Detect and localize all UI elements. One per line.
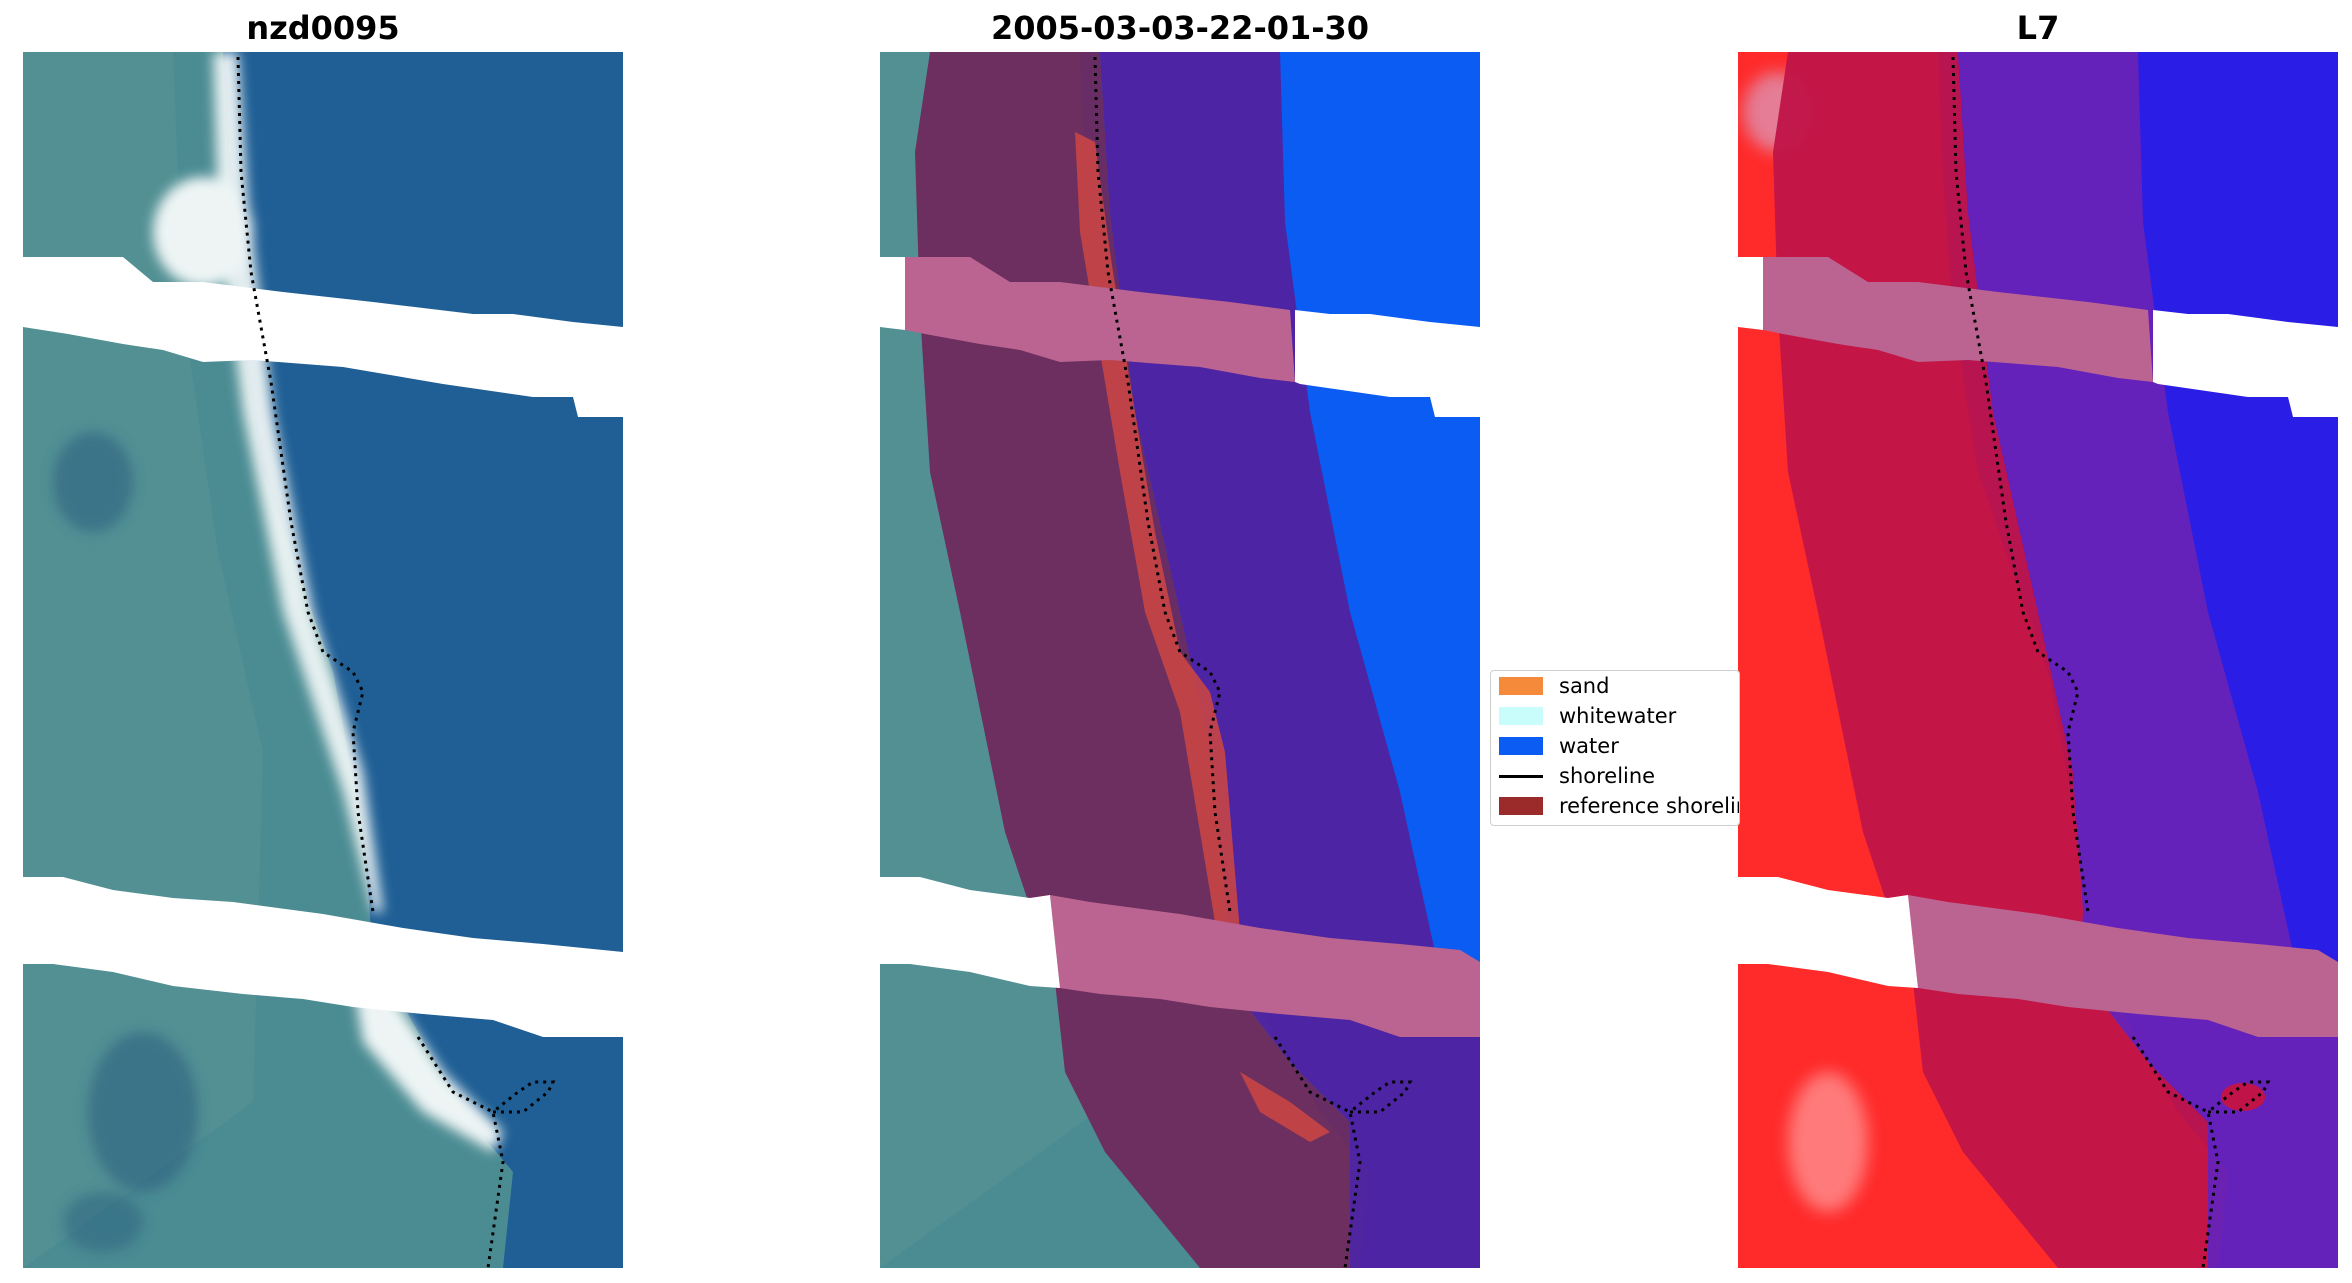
panel-title-classified: 2005-03-03-22-01-30 <box>990 9 1370 47</box>
legend: sand whitewater water shoreline referenc… <box>1490 670 1740 826</box>
legend-item-water: water <box>1499 733 1619 759</box>
shoreline-line-swatch <box>1499 774 1543 778</box>
rgb-satellite-image <box>23 52 623 1268</box>
panel-title-index: L7 <box>2016 9 2060 47</box>
whitewater-swatch <box>1499 707 1543 725</box>
reference-shoreline-swatch <box>1499 797 1543 815</box>
sand-swatch <box>1499 677 1543 695</box>
index-image <box>1738 52 2338 1268</box>
legend-item-sand: sand <box>1499 673 1609 699</box>
legend-item-whitewater: whitewater <box>1499 703 1676 729</box>
legend-label: sand <box>1559 674 1610 698</box>
classified-image <box>880 52 1480 1268</box>
legend-label: water <box>1559 734 1619 758</box>
index-image-panel <box>1738 52 2338 1268</box>
panel-title-rgb: nzd0095 <box>246 9 400 47</box>
rgb-image-panel <box>23 52 623 1268</box>
water-swatch <box>1499 737 1543 755</box>
legend-label: whitewater <box>1559 704 1677 728</box>
classified-image-panel <box>880 52 1480 1268</box>
legend-label: reference shoreline <box>1559 794 1739 818</box>
legend-label: shoreline <box>1559 764 1656 788</box>
legend-item-shoreline: shoreline <box>1499 763 1655 789</box>
legend-item-reference-shoreline: reference shoreline <box>1499 793 1739 819</box>
